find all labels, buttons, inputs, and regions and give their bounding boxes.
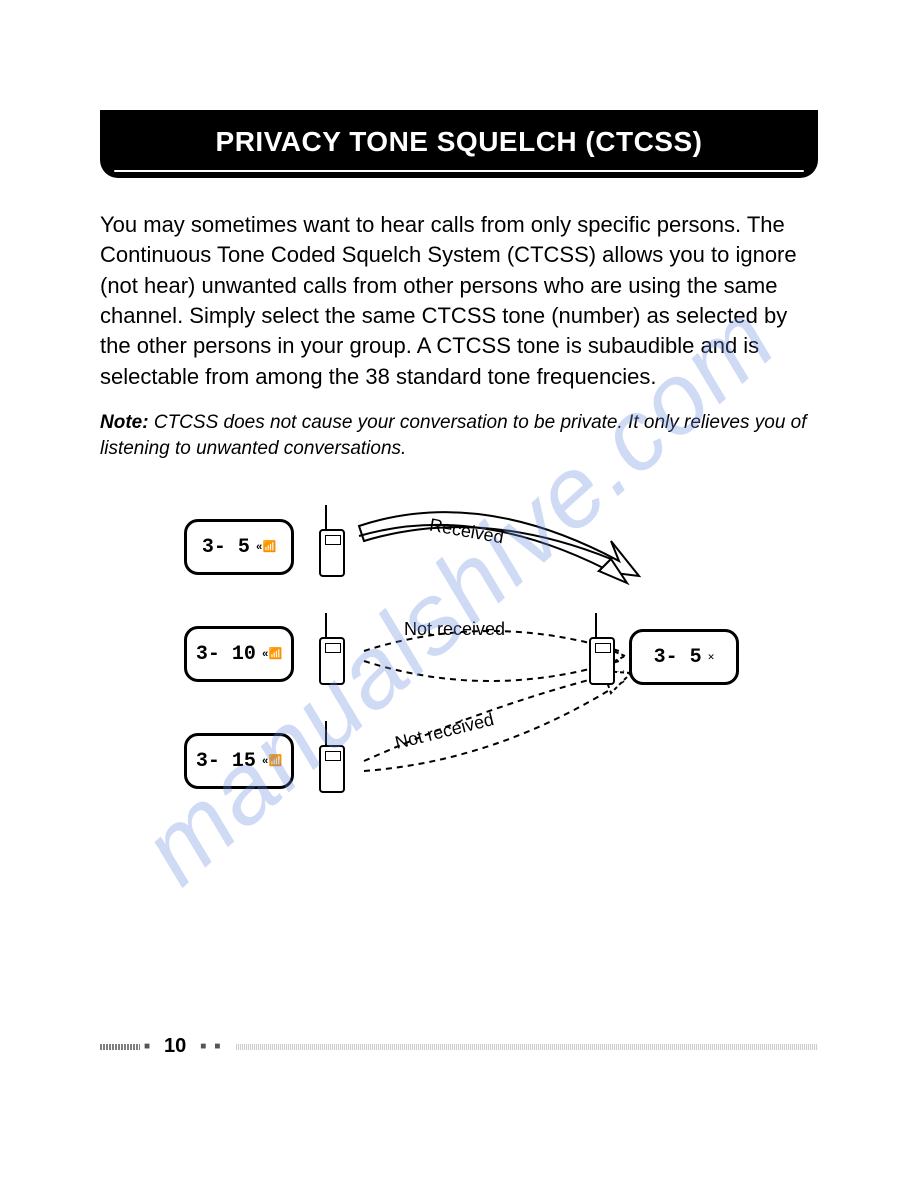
radio-icon <box>319 513 351 577</box>
radio-icon <box>319 621 351 685</box>
note-text: CTCSS does not cause your conversation t… <box>100 412 807 459</box>
lcd-rx: 3- 5 ✕ <box>629 629 739 685</box>
lcd-tx2-value: 3- 10 <box>196 643 256 666</box>
body-paragraph: You may sometimes want to hear calls fro… <box>100 210 818 392</box>
page-footer: ■ 10 ■ ■ <box>100 1035 818 1058</box>
ctcss-diagram: 3- 5«📶 3- 10«📶 3- 15«📶 3- 5✕ Received No… <box>179 501 739 821</box>
footer-dot: ■ <box>200 1041 206 1052</box>
lcd-tx1: 3- 5 «📶 <box>184 519 294 575</box>
section-header: PRIVACY TONE SQUELCH (CTCSS) <box>100 110 818 178</box>
label-not-received-1: Not received <box>404 619 505 640</box>
signal-icon: «📶 <box>256 540 276 554</box>
lcd-rx-value: 3- 5 <box>654 646 702 669</box>
signal-icon: «📶 <box>262 754 282 768</box>
footer-dot: ■ <box>214 1041 220 1052</box>
radio-icon <box>589 621 621 685</box>
signal-icon: «📶 <box>262 647 282 661</box>
lcd-tx2: 3- 10 «📶 <box>184 626 294 682</box>
note-label: Note: <box>100 412 149 433</box>
footer-dot: ■ <box>144 1041 150 1052</box>
footer-decoration-right <box>236 1044 818 1050</box>
footer-decoration-left <box>100 1044 140 1050</box>
header-title: PRIVACY TONE SQUELCH (CTCSS) <box>216 126 703 157</box>
lcd-tx1-value: 3- 5 <box>202 536 250 559</box>
note-block: Note: CTCSS does not cause your conversa… <box>100 410 818 461</box>
signal-strike-icon: ✕ <box>708 650 715 664</box>
radio-icon <box>319 729 351 793</box>
lcd-tx3: 3- 15 «📶 <box>184 733 294 789</box>
page-number: 10 <box>164 1035 186 1058</box>
lcd-tx3-value: 3- 15 <box>196 750 256 773</box>
